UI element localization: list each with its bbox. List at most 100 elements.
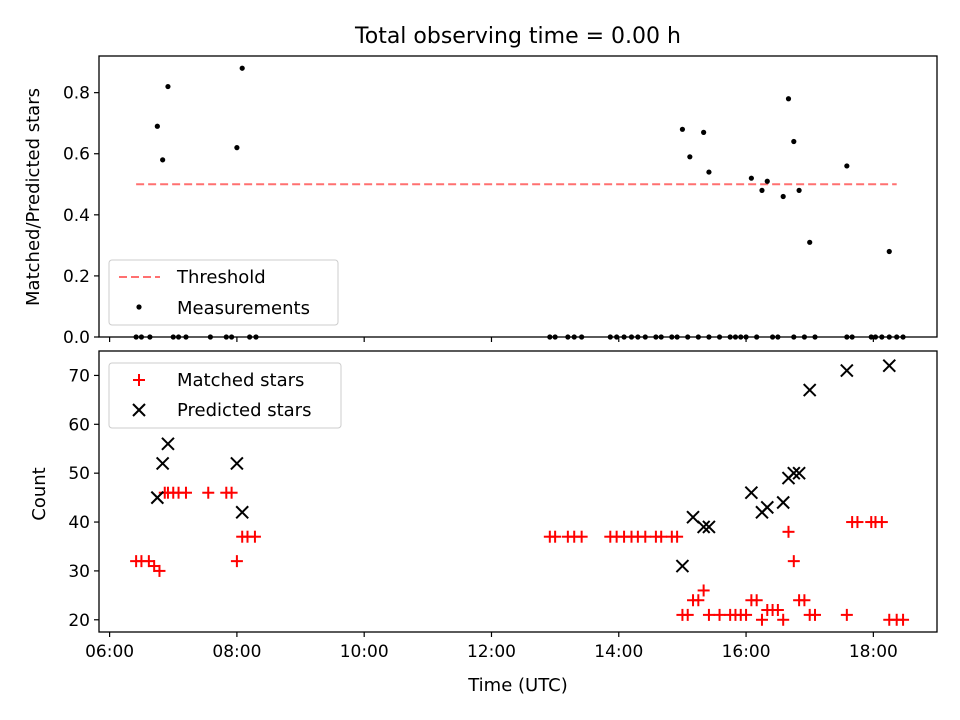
measurement-point [796, 187, 802, 193]
ratio-plot-area [133, 65, 906, 340]
count-legend-box [108, 362, 342, 429]
matched-star-point [655, 530, 668, 543]
measurement-point [234, 145, 240, 151]
count-panel: 20 30 40 50 60 70 06:00 08:00 10:00 12:00 14:00 16… [29, 350, 938, 696]
x-tick-label: 18:00 [849, 642, 898, 662]
matched-star-point [639, 530, 652, 543]
measurement-point [900, 334, 906, 340]
measurement-point [769, 334, 776, 340]
matched-star-point [840, 608, 853, 621]
matched-star-point [809, 608, 822, 621]
measurement-point [872, 334, 879, 340]
predicted-star-point [882, 358, 896, 373]
predicted-star-point [840, 363, 854, 378]
ratio-y-tick-label: 0.4 [63, 206, 90, 226]
ratio-plot-frame [98, 55, 938, 338]
measurement-point [748, 175, 754, 181]
measurement-point [547, 334, 553, 340]
measurement-point [759, 187, 765, 193]
matched-star-point [750, 594, 763, 607]
matched-star-point [777, 613, 790, 626]
predicted-star-point [776, 495, 790, 510]
measurement-point [685, 334, 691, 340]
count-y-axis-label: Count [29, 467, 50, 520]
predicted-star-point [760, 500, 774, 515]
count-y-axis: 20 30 40 50 60 70 [68, 366, 99, 631]
measurement-point [607, 334, 613, 340]
measurement-point [183, 334, 189, 340]
measurement-point [764, 178, 770, 184]
measurement-point [701, 129, 707, 135]
predicted-star-point [696, 520, 711, 534]
measurement-point [791, 138, 797, 145]
measurement-point [738, 334, 744, 340]
measurement-point [160, 157, 166, 163]
measurement-point [253, 334, 259, 340]
measurement-point [801, 334, 808, 340]
measurement-point [658, 334, 664, 340]
measurement-point [886, 248, 892, 255]
ratio-y-tick-label: 0.8 [63, 84, 90, 104]
count-plot-area [130, 358, 910, 626]
count-y-tick-label: 50 [68, 464, 90, 484]
matched-star-point [681, 608, 694, 621]
matched-star-point [671, 530, 684, 543]
measurement-point [679, 126, 686, 132]
measurement-point [223, 334, 229, 340]
measurement-point [614, 334, 620, 340]
x-axis-label: Time (UTC) [467, 675, 568, 696]
measurement-point [133, 334, 139, 340]
matched-star-point [575, 530, 588, 543]
predicted-star-point [792, 466, 806, 480]
predicted-star-point [803, 383, 817, 397]
predicted-star-point [150, 490, 165, 505]
predicted-star-point [235, 505, 249, 519]
matched-star-point [248, 530, 261, 543]
measurement-point [207, 334, 213, 340]
matched-star-point [713, 608, 726, 621]
threshold-legend-label: Threshold [176, 267, 266, 288]
matched-star-point [771, 604, 784, 617]
matched-star-point [782, 525, 795, 538]
chart-title: Total observing time = 0.00 h [354, 24, 681, 49]
measurement-point [706, 169, 712, 175]
ratio-y-tick-label: 0.0 [63, 328, 90, 348]
measurements-legend-label: Measurements [177, 298, 310, 319]
matched-star-point [230, 555, 243, 568]
measurement-point [894, 334, 900, 340]
measurement-point [642, 334, 648, 340]
count-y-tick-label: 40 [68, 513, 90, 533]
predicted-star-point [702, 520, 716, 534]
measurement-point [147, 334, 153, 340]
measurement-point [247, 334, 253, 340]
ratio-legend-box [108, 259, 339, 326]
measurements-legend-swatch [136, 304, 142, 310]
measurement-point [138, 334, 145, 340]
x-tick-label: 06:00 [85, 642, 134, 662]
x-tick-label: 08:00 [212, 642, 261, 662]
count-y-tick-label: 30 [68, 562, 90, 582]
measurement-point [228, 334, 235, 340]
predicted-star-point [155, 456, 170, 471]
measurement-point [775, 334, 781, 340]
count-plot-frame [98, 350, 938, 633]
measurement-point [695, 334, 701, 340]
measurement-point [687, 154, 693, 160]
predicted-star-point [686, 510, 700, 524]
measurement-point [732, 334, 739, 340]
measurement-point [175, 334, 182, 340]
measurement-point [552, 334, 558, 340]
count-y-tick-label: 60 [68, 415, 90, 435]
x-tick-label: 14:00 [594, 642, 643, 662]
matched-star-point [897, 613, 910, 626]
measurement-point [849, 334, 855, 340]
ratio-y-tick-label: 0.6 [63, 145, 90, 165]
matched-legend-swatch [133, 374, 145, 386]
predicted-legend-label: Predicted stars [177, 400, 311, 421]
measurement-point [886, 334, 892, 340]
matched-star-point [225, 486, 238, 499]
ratio-y-axis: 0.0 0.2 0.4 0.6 0.8 [63, 84, 99, 348]
matched-star-point [202, 486, 215, 499]
matched-star-point [755, 613, 768, 626]
matched-legend-label: Matched stars [177, 370, 304, 391]
